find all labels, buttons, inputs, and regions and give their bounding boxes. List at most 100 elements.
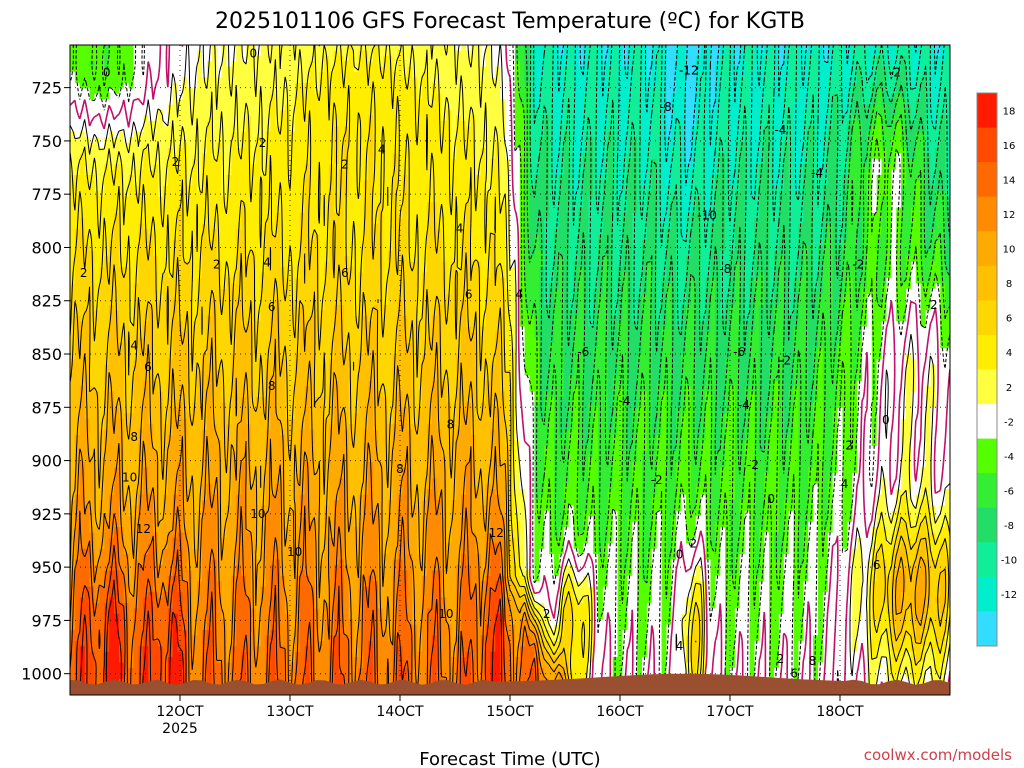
x-axis-label: Forecast Time (UTC) (419, 749, 600, 768)
contour-label: 10 (438, 607, 453, 621)
colorbar-swatch (977, 162, 997, 197)
colorbar-swatch (977, 439, 997, 474)
contour-label: -4 (811, 166, 823, 180)
contour-label: 4 (515, 287, 523, 301)
contour-label: 4 (456, 221, 464, 235)
colorbar-swatch (977, 93, 997, 128)
colorbar-label: 6 (1006, 314, 1012, 325)
contour-label: 2 (845, 439, 853, 453)
y-tick-label: 825 (31, 292, 62, 311)
contour-label: 0 (882, 413, 890, 427)
contour-label: 4 (378, 142, 386, 156)
y-tick-label: 950 (31, 558, 62, 577)
colorbar-label: -6 (1004, 486, 1014, 497)
contour-label: 2 (213, 258, 221, 272)
contour-label: 4 (263, 255, 271, 269)
temperature-cross-section-chart: 2025101106 GFS Forecast Temperature (ºC)… (0, 0, 1024, 768)
contour-label: 2 (80, 266, 88, 280)
x-tick-label: 18OCT (816, 704, 864, 720)
colorbar-label: -12 (1001, 590, 1017, 601)
contour-label: 8 (809, 654, 817, 668)
contour-label: 2 (543, 607, 551, 621)
colorbar-swatch (977, 370, 997, 405)
colorbar-label: -8 (1004, 521, 1014, 532)
colorbar-swatch (977, 300, 997, 335)
colorbar-label: -4 (1004, 452, 1014, 463)
colorbar-label: -10 (1001, 556, 1017, 567)
contour-label: -2 (889, 66, 901, 80)
colorbar-label: 18 (1003, 106, 1016, 117)
colorbar-swatch (977, 128, 997, 163)
contour-label: 6 (144, 360, 152, 374)
colorbar-swatch (977, 266, 997, 301)
y-tick-label: 850 (31, 345, 62, 364)
colorbar-swatch (977, 404, 997, 439)
contour-label: -10 (697, 208, 717, 222)
contour-label: 10 (250, 507, 265, 521)
contour-label: 6 (873, 558, 881, 572)
plot-area (70, 45, 951, 696)
contour-label: -6 (577, 345, 589, 359)
contour-label: 4 (676, 639, 684, 653)
colorbar-swatch (977, 335, 997, 370)
colorbar-swatch (977, 231, 997, 266)
colorbar-swatch (977, 508, 997, 543)
colorbar-swatch (977, 577, 997, 612)
colorbar-label: 14 (1003, 175, 1016, 186)
x-tick-label: 13OCT (266, 704, 314, 720)
colorbar-swatch (977, 611, 997, 646)
x-tick-label: 16OCT (596, 704, 644, 720)
contour-label: 6 (268, 300, 276, 314)
contour-label: 2 (690, 537, 698, 551)
contour-label: 6 (790, 667, 798, 681)
contour-label: 8 (396, 462, 404, 476)
contour-label: -2 (747, 458, 759, 472)
contour-label: 12 (489, 526, 504, 540)
chart-title: 2025101106 GFS Forecast Temperature (ºC)… (215, 9, 805, 34)
contour-label: -4 (619, 394, 631, 408)
contour-label: 0 (250, 47, 258, 61)
y-tick-label: 1000 (21, 665, 62, 684)
y-tick-label: 875 (31, 398, 62, 417)
contour-label: 6 (341, 266, 349, 280)
colorbar-label: 4 (1006, 348, 1012, 359)
contour-label: 10 (122, 471, 137, 485)
contour-label: 2 (777, 652, 785, 666)
y-tick-label: 725 (31, 79, 62, 98)
contour-label: 2 (341, 157, 349, 171)
contour-label: 8 (447, 417, 455, 431)
x-tick-label: 12OCT (156, 704, 204, 720)
colorbar-label: 10 (1003, 245, 1016, 256)
y-tick-label: 775 (31, 185, 62, 204)
contour-label: 6 (465, 287, 473, 301)
y-tick-label: 750 (31, 132, 62, 151)
contour-label: -2 (852, 258, 864, 272)
x-tick-label: 17OCT (706, 704, 754, 720)
y-tick-label: 925 (31, 505, 62, 524)
contour-label: -8 (719, 262, 731, 276)
x-tick-sublabel: 2025 (162, 721, 198, 737)
contour-label: 8 (268, 379, 276, 393)
colorbar-swatch (977, 542, 997, 577)
contour-label: 4 (841, 477, 849, 491)
contour-label: -4 (774, 123, 786, 137)
contour-label: 10 (287, 545, 302, 559)
y-tick-label: 900 (31, 452, 62, 471)
contour-label: 12 (136, 522, 151, 536)
colorbar-label: -2 (1004, 417, 1014, 428)
contour-label: 8 (130, 430, 138, 444)
contour-label: -8 (660, 100, 672, 114)
contour-label: -4 (738, 398, 750, 412)
colorbar-swatch (977, 473, 997, 508)
colorbar-label: 2 (1006, 383, 1012, 394)
x-tick-label: 14OCT (376, 704, 424, 720)
contour-label: 2 (259, 136, 267, 150)
y-tick-label: 975 (31, 611, 62, 630)
colorbar-label: 16 (1003, 141, 1016, 152)
contour-label: -2 (926, 298, 938, 312)
credit-link[interactable]: coolwx.com/models (864, 746, 1012, 764)
contour-label: 4 (130, 338, 138, 352)
